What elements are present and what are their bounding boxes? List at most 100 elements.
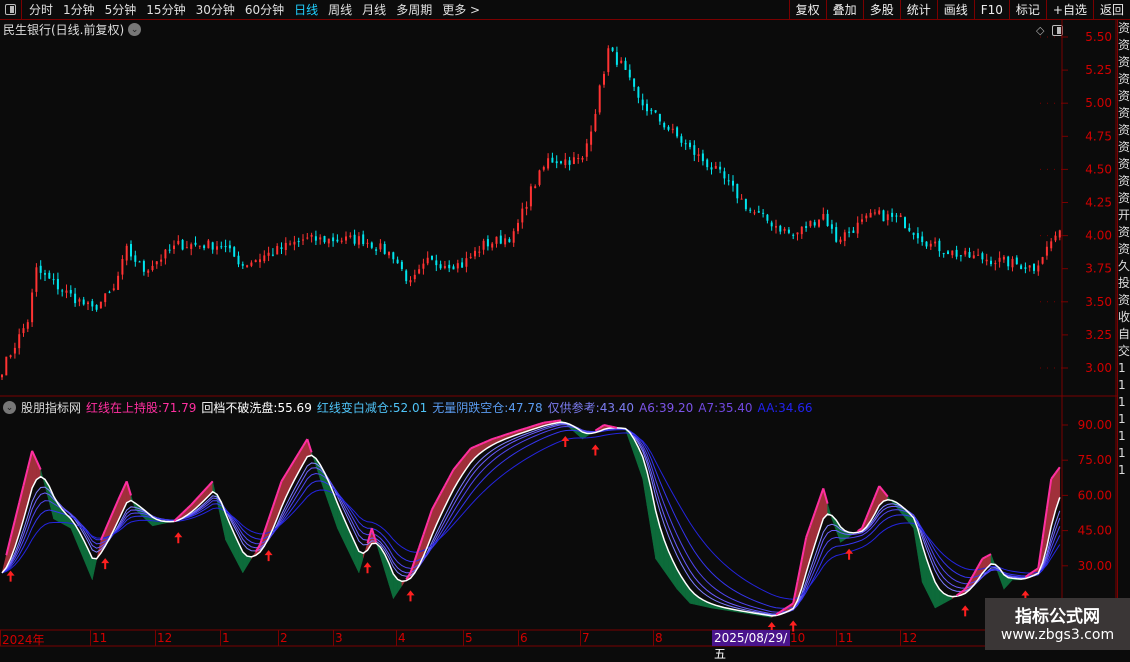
candle xyxy=(130,244,132,257)
candle xyxy=(409,280,412,283)
red-line-segment xyxy=(448,469,455,479)
candle xyxy=(177,240,180,244)
period-tab[interactable]: 5分钟 xyxy=(104,3,137,17)
panel-icon[interactable] xyxy=(1052,25,1064,36)
candle xyxy=(719,166,722,170)
candle xyxy=(220,246,223,248)
toolbar-button[interactable]: 叠加 xyxy=(825,0,863,20)
period-tab[interactable]: 分时 xyxy=(29,3,54,17)
candle xyxy=(568,160,571,165)
period-tab[interactable]: 日线 xyxy=(294,3,319,17)
candle xyxy=(216,246,218,250)
candle xyxy=(461,262,464,268)
toolbar-button[interactable]: F10 xyxy=(973,0,1009,20)
red-line-segment xyxy=(775,610,781,616)
candle xyxy=(852,230,855,233)
period-tab[interactable]: 多周期 xyxy=(396,3,433,17)
toolbar-button[interactable]: 画线 xyxy=(936,0,974,20)
red-line-segment xyxy=(792,581,799,604)
candle xyxy=(478,251,481,253)
candle xyxy=(138,261,141,263)
date-tick xyxy=(900,630,901,646)
price-axis-label: 5.50 xyxy=(1085,30,1112,44)
toolbar-button[interactable]: 统计 xyxy=(899,0,937,20)
toolbar-button[interactable]: 返回 xyxy=(1092,0,1130,20)
red-line-segment xyxy=(366,527,373,544)
indicator-value: AA:34.66 xyxy=(758,401,813,415)
date-label: 12 xyxy=(157,631,173,645)
date-tick xyxy=(278,630,279,646)
period-tab[interactable]: 周线 xyxy=(328,3,353,17)
candle xyxy=(633,78,636,87)
candle xyxy=(22,328,25,334)
candle xyxy=(916,233,919,239)
candle xyxy=(69,289,72,294)
red-line-segment xyxy=(779,608,786,613)
candle xyxy=(456,263,459,269)
white-line xyxy=(1,421,1061,617)
date-label: 10 xyxy=(790,631,806,645)
candle xyxy=(869,212,872,218)
chevron-down-icon[interactable]: ⌄ xyxy=(128,23,142,36)
red-line-segment xyxy=(608,424,613,428)
candle xyxy=(452,266,455,270)
candle xyxy=(736,183,739,199)
date-label: 1 xyxy=(222,631,230,645)
candle xyxy=(534,186,537,189)
date-tick xyxy=(836,630,837,646)
candle xyxy=(624,60,627,70)
toolbar-button[interactable]: 复权 xyxy=(788,0,826,20)
candle xyxy=(517,222,519,232)
toolbar-button[interactable]: +自选 xyxy=(1045,0,1093,20)
period-tab[interactable]: 更多 > xyxy=(442,3,481,17)
candle xyxy=(474,250,476,257)
price-axis-label: 4.25 xyxy=(1085,196,1112,210)
red-line-segment xyxy=(125,481,132,496)
toolbar-button[interactable]: 标记 xyxy=(1008,0,1046,20)
candle xyxy=(684,143,687,145)
red-line-segment xyxy=(500,433,506,438)
candle xyxy=(151,265,154,271)
candle xyxy=(349,235,352,237)
candle xyxy=(173,245,175,250)
red-line-segment xyxy=(186,504,192,510)
candle xyxy=(658,114,661,122)
red-line-segment xyxy=(977,558,984,567)
buy-arrow-icon xyxy=(363,562,372,574)
panel-toggle-button[interactable] xyxy=(0,0,22,20)
red-line-segment xyxy=(26,450,34,469)
red-line-segment xyxy=(22,467,29,486)
candle xyxy=(959,255,962,257)
candle xyxy=(680,136,683,143)
diamond-icon[interactable]: ◇ xyxy=(1036,24,1045,37)
red-line-segment xyxy=(276,480,283,495)
candle xyxy=(929,243,932,247)
red-line-segment xyxy=(1024,573,1031,578)
red-line-segment xyxy=(422,521,429,536)
red-line-segment xyxy=(190,499,197,506)
date-tick xyxy=(333,630,334,646)
red-line-segment xyxy=(452,463,459,471)
indicator-value: A6:39.20 xyxy=(639,401,693,415)
period-tab[interactable]: 60分钟 xyxy=(244,3,285,17)
candle xyxy=(276,246,279,255)
indicator-axis-label: 90.00 xyxy=(1078,418,1112,432)
toolbar-button[interactable]: 多股 xyxy=(862,0,900,20)
period-tab[interactable]: 月线 xyxy=(362,3,387,17)
candle xyxy=(185,247,188,249)
period-tab[interactable]: 30分钟 xyxy=(195,3,235,17)
period-tab[interactable]: 1分钟 xyxy=(63,3,95,17)
chevron-down-icon[interactable]: ⌄ xyxy=(3,401,16,414)
candle xyxy=(379,243,382,250)
candle xyxy=(646,103,648,112)
red-line-segment xyxy=(873,485,881,497)
candle xyxy=(787,229,790,233)
red-line-segment xyxy=(439,485,446,494)
candle xyxy=(947,251,949,255)
candle xyxy=(422,263,425,269)
candle xyxy=(418,269,421,274)
period-tab[interactable]: 15分钟 xyxy=(146,3,186,17)
red-line-segment xyxy=(99,529,107,541)
candle xyxy=(388,251,390,256)
